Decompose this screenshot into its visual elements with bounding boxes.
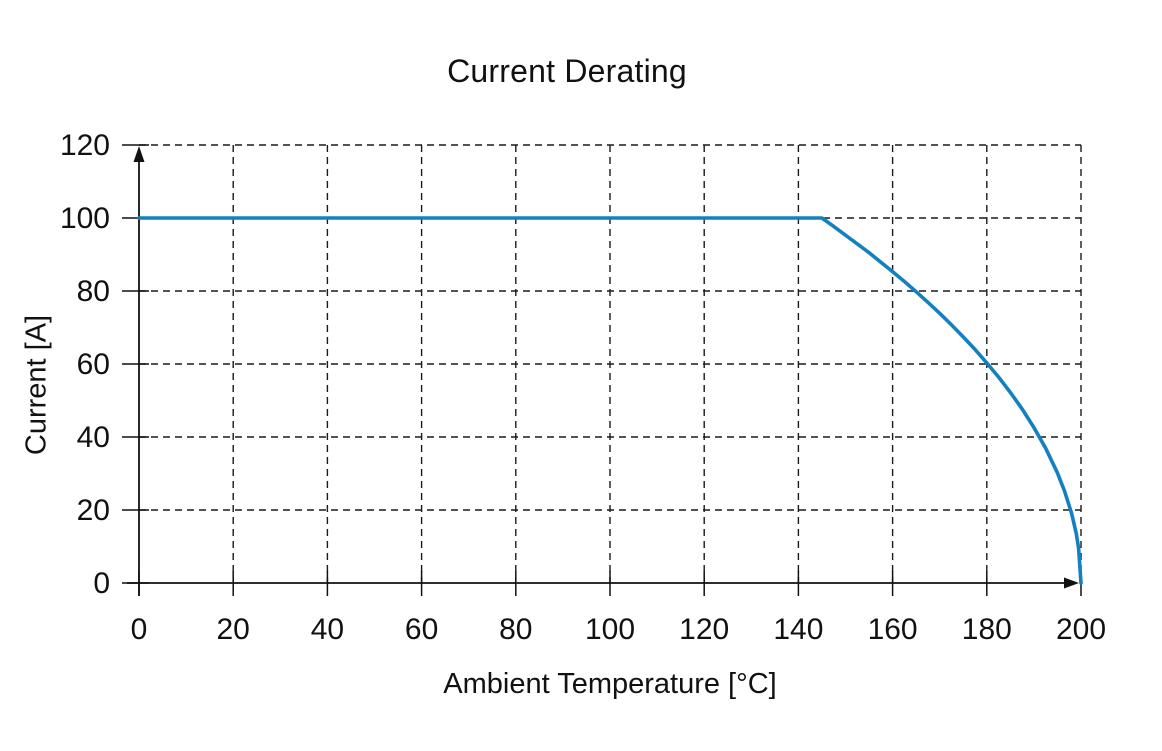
y-axis-arrow-icon <box>133 146 145 162</box>
y-tick-label: 20 <box>77 494 110 527</box>
x-axis-label: Ambient Temperature [°C] <box>443 668 777 700</box>
x-tick-label: 120 <box>679 613 729 646</box>
derating-curve <box>137 216 1083 585</box>
y-tick-label: 40 <box>77 421 110 454</box>
y-tick-label: 0 <box>93 567 110 600</box>
x-tick-label: 0 <box>131 613 148 646</box>
x-tick-label: 160 <box>868 613 918 646</box>
chart-title: Current Derating <box>447 53 687 89</box>
x-axis-arrow-icon <box>1064 577 1079 589</box>
x-tick-label: 80 <box>499 613 532 646</box>
x-tick-label: 40 <box>311 613 344 646</box>
x-tick-label: 140 <box>773 613 823 646</box>
y-tick-label: 60 <box>77 348 110 381</box>
y-axis-label: Current [A] <box>20 314 53 456</box>
y-tick-label: 120 <box>60 129 110 162</box>
y-tick-label: 100 <box>60 202 110 235</box>
x-tick-label: 180 <box>962 613 1012 646</box>
x-tick-label: 20 <box>217 613 250 646</box>
x-tick-label: 100 <box>585 613 635 646</box>
x-tick-label: 60 <box>405 613 438 646</box>
x-tick-label: 200 <box>1056 613 1106 646</box>
y-tick-label: 80 <box>77 275 110 308</box>
